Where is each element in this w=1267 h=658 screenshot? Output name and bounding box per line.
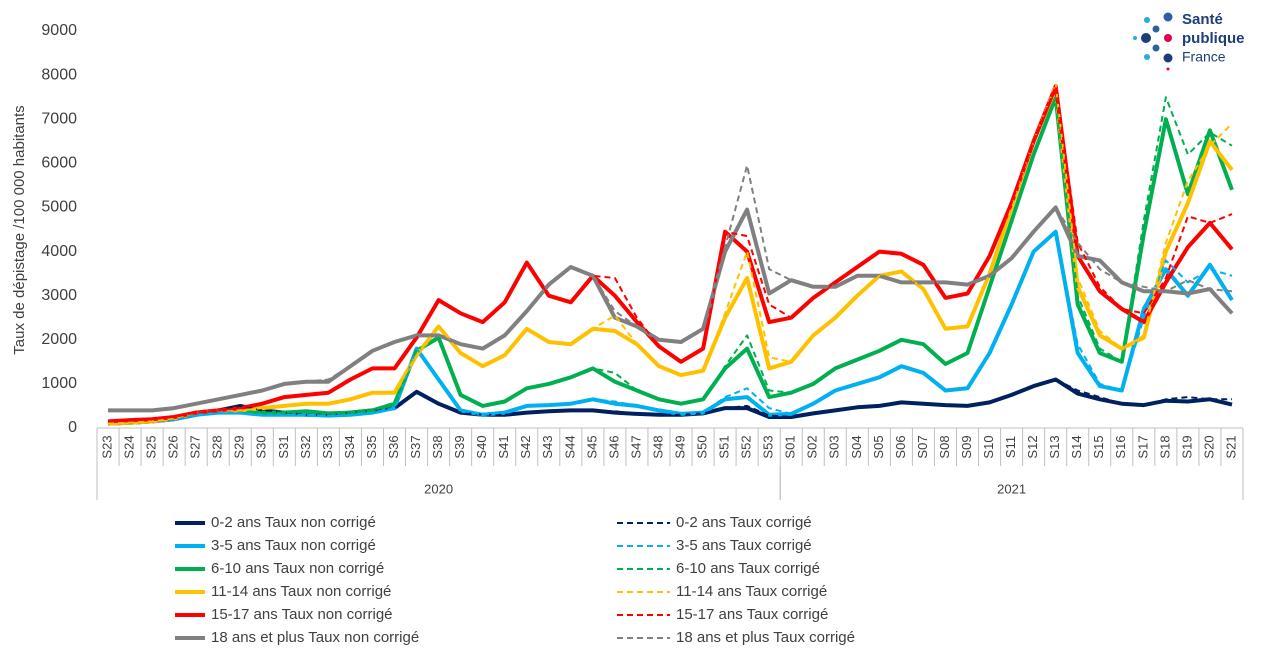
x-tick-label: S45 (584, 435, 599, 458)
x-tick-label: S23 (99, 435, 114, 458)
y-tick-label: 2000 (41, 331, 77, 348)
legend-label: 15-17 ans Taux corrigé (676, 606, 828, 623)
x-tick-label: S51 (717, 435, 732, 458)
group-label: 2021 (997, 481, 1026, 496)
x-tick-label: S02 (805, 435, 820, 458)
x-tick-label: S26 (166, 435, 181, 458)
series-line (107, 229, 1234, 426)
x-tick-label: S39 (452, 435, 467, 458)
y-tick-label: 7000 (41, 110, 77, 127)
x-tick-label: S04 (849, 435, 864, 458)
x-tick-label: S41 (496, 435, 511, 458)
y-tick-label: 8000 (41, 66, 77, 83)
logo-dot (1141, 33, 1151, 43)
x-tick-label: S17 (1135, 435, 1150, 458)
x-tick-label: S33 (320, 435, 335, 458)
logo-dot (1144, 54, 1150, 60)
x-tick-label: S13 (1047, 435, 1062, 458)
legend-label: 3-5 ans Taux corrigé (676, 537, 812, 554)
legend-label: 11-14 ans Taux non corrigé (211, 583, 391, 600)
legend-label: 18 ans et plus Taux corrigé (676, 629, 855, 646)
x-tick-label: S14 (1069, 435, 1084, 458)
y-tick-label: 6000 (41, 155, 77, 172)
x-tick-label: S37 (408, 435, 423, 458)
x-tick-label: S49 (672, 435, 687, 458)
series-line (107, 378, 1232, 425)
series-line (107, 230, 1233, 425)
logo-dot (1164, 34, 1172, 42)
y-tick-label: 3000 (41, 287, 77, 304)
legend-label: 0-2 ans Taux corrigé (676, 514, 812, 531)
y-tick-label: 0 (68, 419, 77, 436)
x-tick-label: S32 (298, 435, 313, 458)
x-tick-label: S11 (1003, 436, 1018, 458)
legend-label: 0-2 ans Taux non corrigé (211, 514, 376, 531)
legend-label: 3-5 ans Taux non corrigé (211, 537, 376, 554)
x-tick-label: S18 (1157, 435, 1172, 458)
x-tick-label: S05 (871, 435, 886, 458)
series-line (107, 85, 1233, 423)
x-tick-label: S16 (1113, 435, 1128, 458)
x-tick-label: S21 (1223, 435, 1238, 458)
x-tick-label: S29 (232, 435, 247, 458)
legend-label: 18 ans et plus Taux non corrigé (211, 629, 419, 646)
x-tick-label: S01 (783, 435, 798, 458)
x-tick-label: S27 (188, 435, 203, 458)
x-tick-label: S42 (518, 435, 533, 458)
y-tick-label: 5000 (41, 199, 77, 216)
x-tick-label: S28 (210, 435, 225, 458)
x-tick-label: S53 (761, 435, 776, 458)
x-tick-label: S36 (386, 435, 401, 458)
x-tick-label: S50 (694, 435, 709, 458)
series-line (107, 96, 1233, 425)
x-tick-label: S46 (606, 435, 621, 458)
x-tick-label: S12 (1025, 435, 1040, 458)
x-tick-label: S43 (540, 435, 555, 458)
y-tick-label: 1000 (41, 375, 77, 392)
x-tick-label: S48 (650, 435, 665, 458)
logo-dot (1144, 17, 1150, 23)
logo-dot (1133, 36, 1137, 40)
x-tick-label: S07 (915, 435, 930, 458)
x-tick-label: S08 (937, 435, 952, 458)
y-axis-label: Taux de dépistage /100 000 habitants (11, 105, 28, 354)
x-tick-label: S35 (364, 435, 379, 458)
x-tick-label: S47 (628, 435, 643, 458)
x-tick-label: S30 (254, 435, 269, 458)
y-tick-label: 4000 (41, 243, 77, 260)
x-tick-label: S03 (827, 435, 842, 458)
group-label: 2020 (424, 481, 453, 496)
x-tick-label: S34 (342, 435, 357, 458)
x-tick-label: S09 (959, 435, 974, 458)
series-line (108, 164, 1233, 412)
x-tick-label: S15 (1091, 435, 1106, 458)
legend-label: 15-17 ans Taux non corrigé (211, 606, 393, 623)
logo-dot (1166, 67, 1170, 71)
series-line (108, 205, 1234, 413)
x-tick-label: S38 (430, 435, 445, 458)
legend-label: 11-14 ans Taux corrigé (676, 583, 827, 600)
legend-label: 6-10 ans Taux corrigé (676, 560, 820, 577)
y-tick-label: 9000 (41, 22, 77, 39)
x-tick-label: S10 (981, 435, 996, 458)
logo-text: Santé (1182, 11, 1223, 28)
x-tick-label: S52 (739, 435, 754, 458)
x-tick-label: S40 (474, 435, 489, 458)
x-tick-label: S25 (144, 435, 159, 458)
x-tick-label: S31 (276, 435, 291, 458)
x-tick-label: S44 (562, 435, 577, 458)
x-tick-label: S24 (121, 435, 136, 458)
logo-dot (1163, 53, 1173, 63)
legend-label: 6-10 ans Taux non corrigé (211, 560, 384, 577)
x-tick-label: S19 (1179, 435, 1194, 458)
logo-text: France (1182, 49, 1226, 65)
logo-dot (1152, 44, 1160, 52)
logo-dot (1152, 25, 1160, 33)
logo: Santé publique France (1133, 11, 1245, 71)
x-tick-label: S20 (1201, 435, 1216, 458)
logo-dot (1163, 12, 1173, 22)
logo-text: publique (1182, 30, 1245, 47)
x-tick-label: S06 (893, 435, 908, 458)
